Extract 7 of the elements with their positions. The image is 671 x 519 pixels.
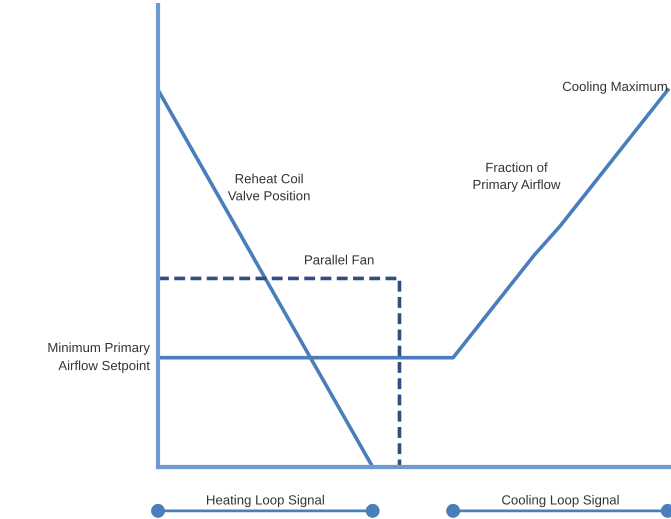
series-label: Fraction of Primary Airflow (474, 162, 560, 192)
text: Minimum Primary Airflow Setpoint (48, 342, 150, 373)
text: Cooling Loop Signal (502, 494, 619, 508)
annotation: Cooling Maximum (562, 81, 667, 94)
text: Heating Loop Signal (207, 494, 324, 508)
series-label: Reheat Coil Valve Position (228, 174, 310, 200)
series-label: Parallel Fan (305, 254, 374, 265)
